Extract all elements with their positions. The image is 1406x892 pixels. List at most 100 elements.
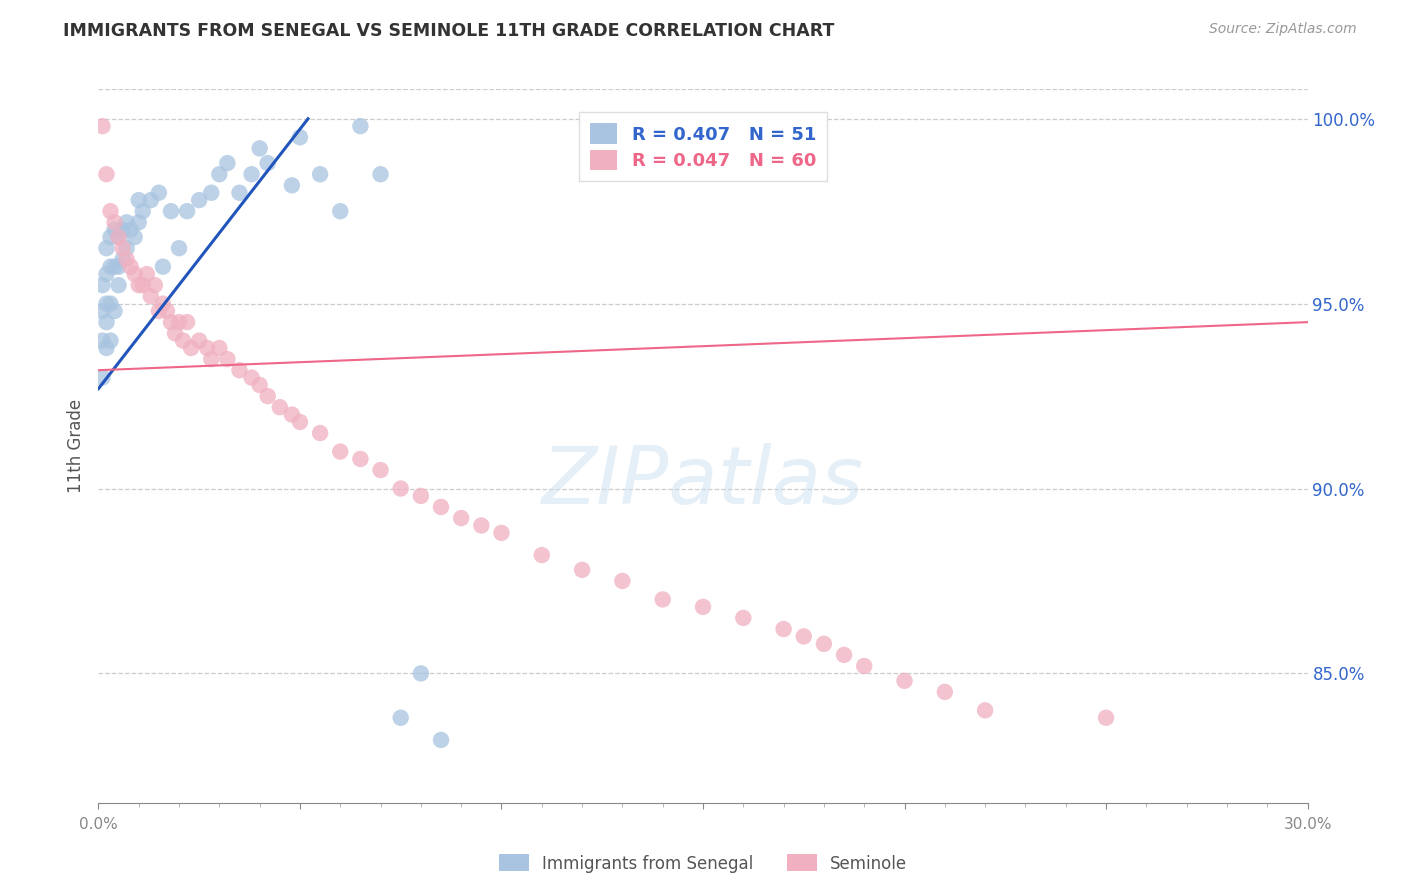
Point (208, 167, 231, 181)
Point (167, 241, 190, 255)
Point (160, 204, 183, 219)
Point (96, 267, 118, 281)
Point (100, 230, 122, 244)
Point (349, 452, 371, 467)
Point (491, 525, 513, 540)
Point (281, 408, 304, 422)
Point (115, 252, 138, 267)
Point (96, 315, 118, 329)
Point (208, 341, 231, 355)
Y-axis label: 11th Grade: 11th Grade (66, 399, 84, 493)
Point (100, 204, 122, 219)
Point (389, 482, 412, 496)
Point (813, 637, 835, 651)
Point (103, 304, 125, 318)
Point (256, 156, 278, 170)
Point (91, 370, 114, 384)
Point (256, 389, 278, 403)
Point (217, 352, 239, 367)
Point (409, 489, 432, 503)
Point (156, 304, 179, 318)
Point (111, 241, 134, 255)
Point (107, 260, 129, 274)
Point (163, 326, 186, 341)
Point (91, 278, 114, 293)
Point (160, 315, 183, 329)
Point (91, 119, 114, 133)
Point (217, 156, 239, 170)
Point (176, 315, 198, 329)
Point (240, 167, 263, 181)
Legend: R = 0.407   N = 51, R = 0.047   N = 60: R = 0.407 N = 51, R = 0.047 N = 60 (579, 112, 827, 181)
Point (309, 425, 332, 440)
Point (103, 223, 125, 237)
Point (111, 252, 134, 267)
Point (793, 629, 815, 643)
Point (148, 186, 170, 200)
Point (172, 334, 194, 348)
Point (91, 334, 114, 348)
Point (128, 193, 150, 207)
Point (100, 334, 122, 348)
Point (733, 611, 755, 625)
Point (128, 278, 150, 293)
Point (152, 260, 174, 274)
Point (269, 400, 291, 414)
Point (188, 193, 211, 207)
Point (288, 130, 311, 145)
Point (91, 304, 114, 318)
Point (329, 444, 352, 458)
Point (132, 278, 155, 293)
Point (176, 204, 198, 219)
Point (974, 703, 997, 717)
Text: IMMIGRANTS FROM SENEGAL VS SEMINOLE 11TH GRADE CORRELATION CHART: IMMIGRANTS FROM SENEGAL VS SEMINOLE 11TH… (63, 22, 835, 40)
Point (107, 278, 129, 293)
Point (152, 296, 174, 310)
Point (103, 215, 125, 229)
Point (120, 223, 142, 237)
Point (612, 574, 634, 588)
Point (240, 370, 263, 384)
Point (409, 666, 432, 681)
Point (128, 215, 150, 229)
Point (470, 518, 492, 533)
Point (1095, 711, 1118, 725)
Point (228, 363, 250, 377)
Point (430, 733, 453, 747)
Point (571, 563, 593, 577)
Point (107, 230, 129, 244)
Point (370, 167, 392, 181)
Point (124, 230, 146, 244)
Point (370, 463, 392, 477)
Point (832, 648, 855, 662)
Point (249, 378, 271, 392)
Legend: Immigrants from Senegal, Seminole: Immigrants from Senegal, Seminole (492, 847, 914, 880)
Point (139, 193, 162, 207)
Point (651, 592, 673, 607)
Point (530, 548, 553, 562)
Point (132, 204, 155, 219)
Point (115, 215, 138, 229)
Point (249, 141, 271, 155)
Point (430, 500, 453, 514)
Point (853, 659, 876, 673)
Point (124, 267, 146, 281)
Point (96, 167, 118, 181)
Point (450, 511, 472, 525)
Point (96, 296, 118, 310)
Point (180, 341, 202, 355)
Point (188, 334, 211, 348)
Point (309, 167, 332, 181)
Point (148, 304, 170, 318)
Text: ZIPatlas: ZIPatlas (541, 442, 865, 521)
Point (281, 178, 304, 193)
Point (228, 186, 250, 200)
Point (200, 186, 222, 200)
Point (692, 599, 714, 614)
Point (349, 119, 371, 133)
Point (120, 260, 142, 274)
Point (167, 315, 190, 329)
Point (103, 260, 125, 274)
Point (389, 711, 412, 725)
Point (107, 230, 129, 244)
